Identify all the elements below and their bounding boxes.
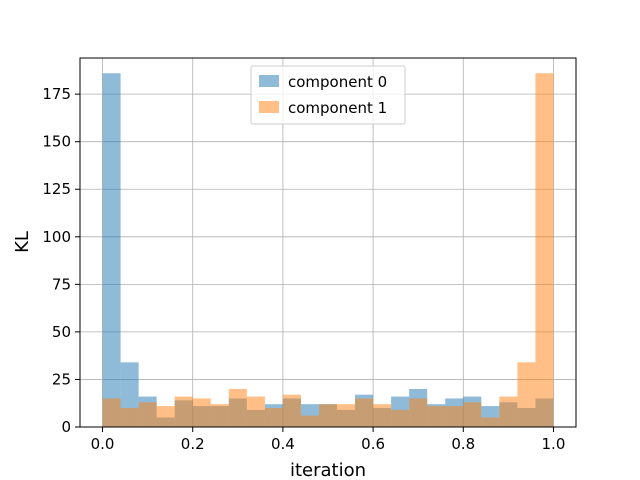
bar-series-1-bin-21 bbox=[481, 417, 500, 427]
bar-series-1-bin-23 bbox=[517, 362, 536, 427]
y-axis-ticks: 0 25 50 75 100 125 150 175 bbox=[42, 85, 80, 436]
bar-series-1-bin-22 bbox=[499, 396, 518, 427]
bar-series-1-bin-1 bbox=[120, 407, 139, 427]
y-axis-label: KL bbox=[12, 231, 33, 253]
y-tick-label: 125 bbox=[42, 180, 71, 198]
y-tick-label: 0 bbox=[61, 418, 71, 436]
bar-series-1-bin-0 bbox=[102, 398, 121, 427]
y-tick-label: 100 bbox=[42, 228, 71, 246]
bar-series-1-bin-16 bbox=[391, 409, 410, 427]
plot-frame bbox=[79, 57, 577, 428]
y-tick-label: 150 bbox=[42, 133, 71, 151]
bar-series-1-bin-15 bbox=[373, 404, 392, 427]
legend-label-0: component 0 bbox=[288, 73, 387, 91]
bar-series-1-bin-20 bbox=[463, 402, 482, 427]
x-tick-label: 0.2 bbox=[181, 435, 205, 453]
bar-series-0-bin-0 bbox=[102, 73, 121, 427]
legend-swatch-0 bbox=[259, 75, 279, 87]
y-tick-label: 75 bbox=[52, 275, 71, 293]
y-tick-label: 25 bbox=[52, 370, 71, 388]
histogram-bars bbox=[102, 73, 554, 427]
x-axis-label: iteration bbox=[290, 460, 366, 480]
x-tick-label: 0.4 bbox=[271, 435, 295, 453]
bar-series-1-bin-3 bbox=[156, 406, 175, 427]
legend-label-1: component 1 bbox=[288, 99, 387, 117]
bar-series-1-bin-8 bbox=[246, 396, 265, 427]
legend: component 0 component 1 bbox=[250, 65, 406, 125]
x-tick-label: 0.6 bbox=[361, 435, 385, 453]
x-tick-label: 1.0 bbox=[542, 435, 566, 453]
legend-box bbox=[250, 65, 406, 125]
legend-swatch-1 bbox=[259, 101, 279, 113]
x-tick-label: 0.8 bbox=[451, 435, 475, 453]
bar-series-1-bin-19 bbox=[445, 406, 464, 427]
bar-series-1-bin-10 bbox=[282, 394, 301, 427]
bar-series-1-bin-13 bbox=[337, 404, 356, 427]
bar-series-1-bin-9 bbox=[264, 407, 283, 427]
y-tick-label: 175 bbox=[42, 85, 71, 103]
bar-series-1-bin-5 bbox=[192, 398, 211, 427]
bar-series-1-bin-14 bbox=[355, 398, 374, 427]
x-axis-ticks: 0.0 0.2 0.4 0.6 0.8 1.0 bbox=[91, 427, 566, 453]
x-tick-label: 0.0 bbox=[91, 435, 115, 453]
bar-series-1-bin-4 bbox=[174, 396, 193, 427]
bar-series-1-bin-18 bbox=[427, 406, 446, 427]
bar-series-1-bin-12 bbox=[318, 404, 338, 427]
y-tick-label: 50 bbox=[52, 323, 71, 341]
bar-series-1-bin-17 bbox=[409, 398, 428, 427]
bar-series-1-bin-6 bbox=[210, 404, 229, 427]
bar-series-1-bin-11 bbox=[300, 415, 319, 427]
bar-series-1-bin-7 bbox=[228, 388, 247, 427]
bar-series-1-bin-24 bbox=[535, 73, 554, 427]
bar-series-1-bin-2 bbox=[138, 402, 157, 427]
